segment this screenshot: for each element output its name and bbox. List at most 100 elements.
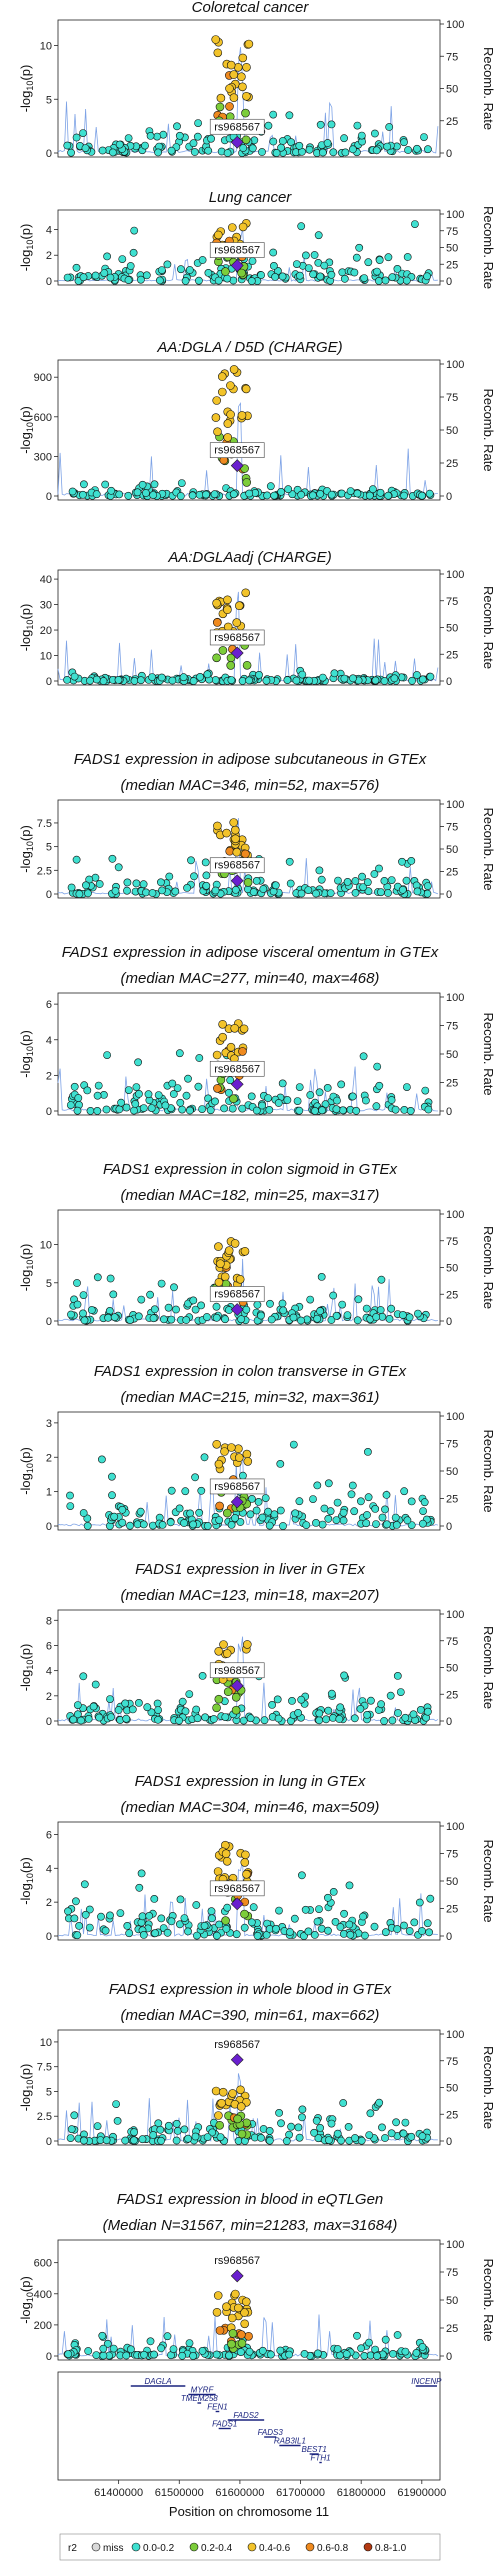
snp-point [257, 271, 265, 279]
snp-point [220, 1272, 230, 1282]
snp-point [67, 2125, 76, 2134]
snp-point [335, 1715, 344, 1723]
snp-point [316, 272, 325, 281]
snp-point [212, 1440, 221, 1449]
snp-point [241, 135, 251, 145]
y2-axis-label: Recomb. Rate [481, 807, 496, 890]
snp-point [310, 251, 319, 259]
snp-point [211, 413, 221, 422]
snp-point [373, 267, 381, 276]
snp-point [99, 2351, 108, 2360]
lead-snp-marker [230, 1897, 244, 1911]
snp-point [338, 1300, 347, 1309]
snp-point [329, 1714, 337, 1722]
snp-point [134, 1090, 143, 1098]
snp-point [117, 1098, 125, 1107]
snp-point [277, 143, 285, 152]
snp-point [278, 1079, 287, 1088]
snp-point [212, 396, 221, 405]
y-tick-label: 0 [46, 1716, 52, 1728]
snp-point [387, 1304, 396, 1313]
snp-point [180, 1914, 189, 1922]
snp-point [219, 1640, 228, 1649]
snp-point [211, 35, 220, 44]
y2-tick-label: 0 [446, 1931, 452, 1943]
snp-point [237, 268, 246, 278]
snp-point [413, 144, 421, 153]
panel-title: FADS1 expression in liver in GTEx [135, 1561, 365, 1578]
panel-1: Coloretcal cancer05100255075100-log10(p)… [18, 0, 496, 160]
snp-point [229, 93, 239, 102]
snp-point [211, 886, 220, 895]
snp-point [84, 889, 92, 898]
y2-tick-label: 75 [446, 1636, 458, 1648]
y-tick-label: 2 [46, 1691, 52, 1703]
snp-point [244, 39, 254, 49]
snp-point [393, 264, 402, 273]
snp-point [66, 1101, 75, 1109]
snp-point [371, 676, 380, 685]
snp-point [295, 1497, 304, 1506]
legend-label: 0.6-0.8 [317, 2543, 349, 2554]
snp-point [300, 2349, 309, 2358]
snp-point [213, 2291, 223, 2300]
snp-point [313, 1314, 322, 1323]
snp-point [228, 2329, 238, 2338]
snp-point [274, 1714, 283, 1723]
snp-point [418, 675, 427, 684]
y-tick-label: 0 [46, 2351, 52, 2363]
snp-point [188, 491, 197, 500]
snp-point [157, 1914, 166, 1923]
snp-point [218, 387, 227, 397]
snp-point [191, 1473, 199, 1482]
snp-point [314, 2134, 323, 2143]
snp-point [318, 1520, 327, 1529]
snp-point [212, 1313, 221, 1322]
snp-point [231, 1693, 241, 1702]
snp-point [410, 1918, 419, 1927]
y2-tick-label: 75 [446, 51, 458, 63]
y-tick-label: 10 [40, 2037, 52, 2049]
snp-point [79, 273, 88, 282]
snp-point [283, 1096, 292, 1104]
lead-snp-label: rs968567 [214, 1063, 260, 1075]
snp-point [412, 2348, 421, 2357]
snp-point [413, 1309, 422, 1318]
snp-point [93, 1273, 102, 1282]
snp-point [93, 2122, 102, 2130]
snp-point [407, 2132, 416, 2141]
lead-snp-label-box [209, 1478, 265, 1495]
snp-point [134, 1312, 143, 1321]
snp-point [344, 2122, 353, 2131]
snp-point [353, 2331, 361, 2340]
snp-point [316, 489, 325, 498]
snp-point [191, 1305, 200, 1314]
snp-point [126, 1316, 135, 1324]
snp-point [72, 855, 81, 864]
snp-point [320, 261, 329, 270]
snp-point [222, 1857, 232, 1866]
snp-point [146, 1290, 154, 1299]
y2-tick-label: 100 [446, 209, 464, 221]
snp-point [270, 491, 279, 500]
legend-label: 0.8-1.0 [375, 2543, 407, 2554]
snp-point [423, 1707, 432, 1716]
snp-point [203, 670, 212, 679]
snp-point [212, 2350, 221, 2359]
snp-point [239, 144, 248, 152]
snp-point [176, 492, 185, 500]
y2-tick-label: 75 [446, 1021, 458, 1033]
y-tick-label: 10 [40, 41, 52, 53]
snp-point [424, 1105, 433, 1114]
y2-axis-label: Recomb. Rate [481, 1839, 496, 1922]
snp-point [241, 849, 250, 859]
snp-point [373, 1062, 382, 1071]
snp-point [261, 1494, 270, 1502]
snp-point [184, 1927, 192, 1936]
y-axis-label: -log10(p) [18, 1030, 35, 1078]
snp-point [269, 137, 278, 146]
snp-point [399, 2129, 408, 2138]
snp-point [118, 1505, 127, 1514]
panel-title: Coloretcal cancer [192, 0, 310, 16]
snp-point [130, 2136, 138, 2145]
